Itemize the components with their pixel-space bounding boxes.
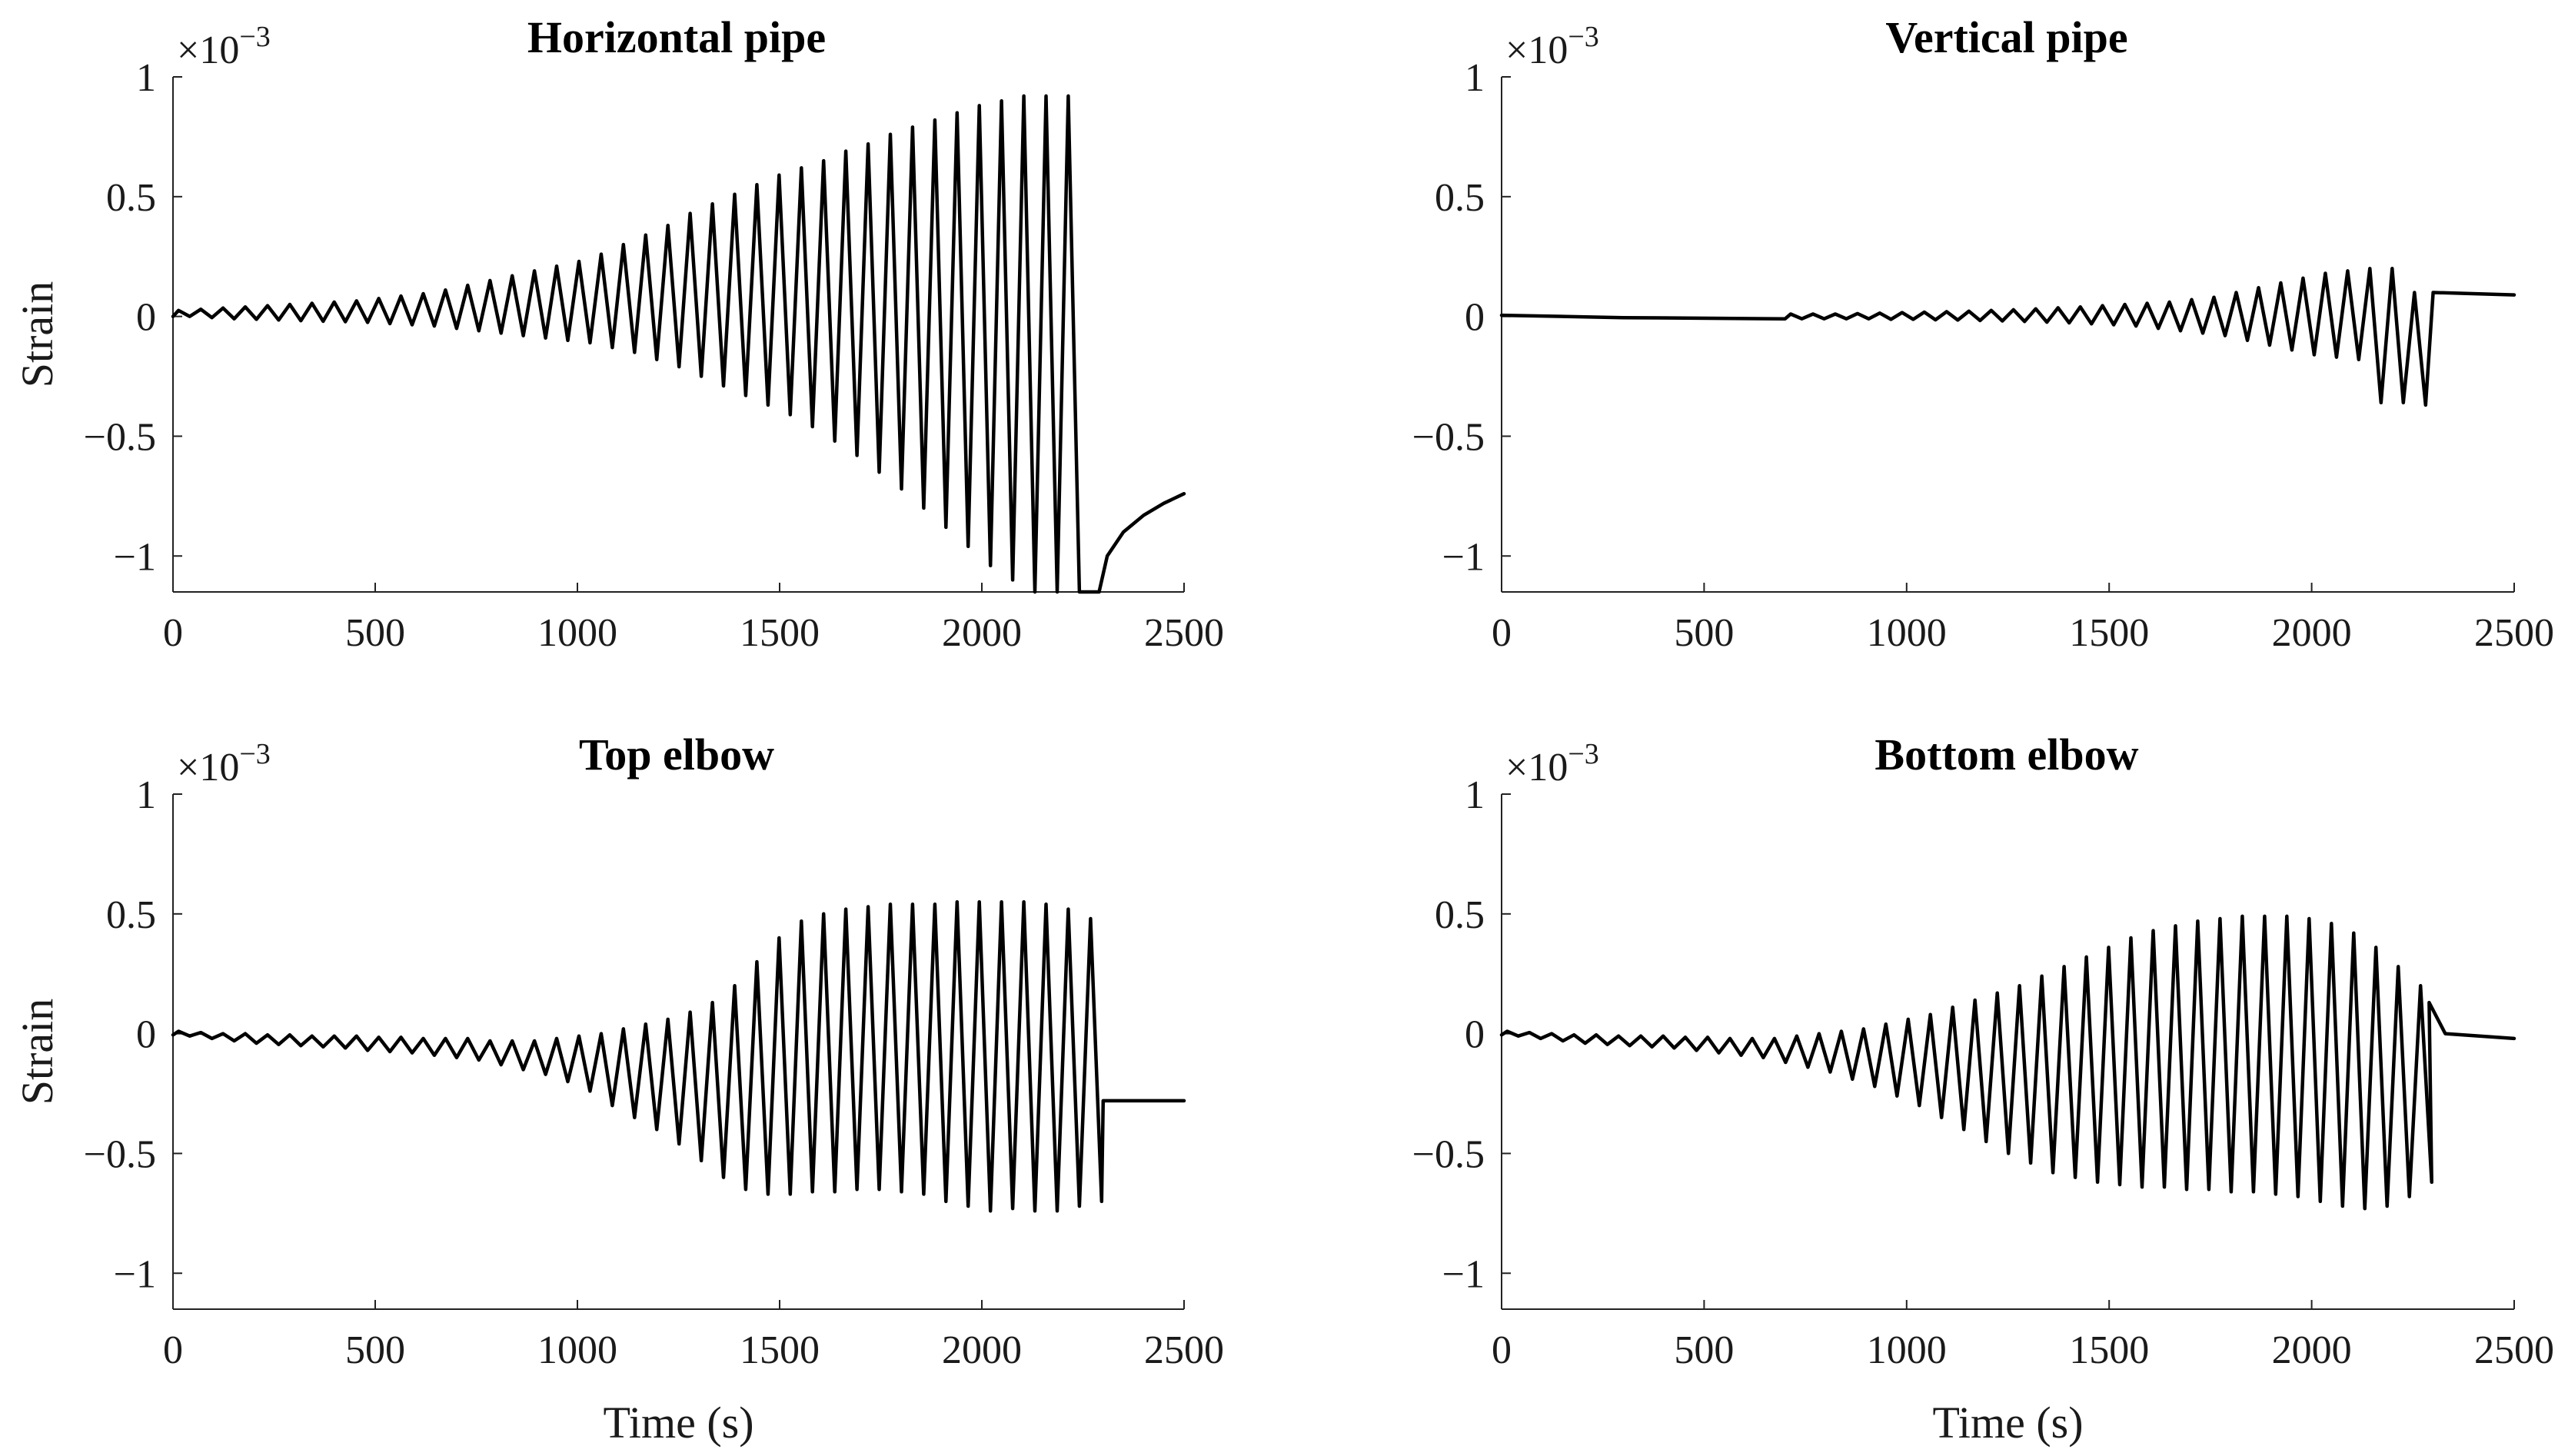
y-tick-label: 1 [136,56,156,100]
panel-title: Top elbow [579,730,774,780]
y-tick-label: −1 [114,1252,156,1296]
x-tick-label: 2500 [1144,611,1224,655]
x-tick-label: 1500 [2069,1328,2149,1372]
x-tick-label: 0 [163,1328,183,1372]
scale-factor: ×10−3 [177,738,271,789]
y-axis-label: Strain [12,999,62,1105]
x-tick-label: 1500 [740,1328,820,1372]
y-tick-label: 1 [136,773,156,817]
y-tick-label: −0.5 [84,1132,156,1176]
y-tick-label: 0 [1465,296,1485,340]
x-tick-label: 1000 [537,611,617,655]
scale-exponent: −3 [1568,738,1598,770]
scale-exponent: −3 [1568,21,1598,53]
x-tick-label: 1500 [740,611,820,655]
strain-series-line [1499,267,2516,407]
x-tick-label: 1000 [537,1328,617,1372]
x-tick-label: 2000 [2272,611,2352,655]
x-tick-label: 0 [1492,611,1512,655]
y-tick-label: −0.5 [1412,415,1485,459]
scale-exponent: −3 [239,21,270,53]
x-tick-label: 500 [345,611,405,655]
y-tick-label: 0.5 [1435,176,1485,220]
x-tick-label: 0 [1492,1328,1512,1372]
y-tick-label: 0 [1465,1013,1485,1057]
y-tick-label: 0.5 [106,893,156,937]
y-tick-label: −1 [114,535,156,579]
y-tick-label: 1 [1465,773,1485,817]
x-tick-label: 2500 [1144,1328,1224,1372]
x-tick-label: 0 [163,611,183,655]
panel-title: Bottom elbow [1874,730,2138,780]
strain-series-line [171,899,1186,1213]
y-tick-label: 0 [136,1013,156,1057]
y-tick-label: −1 [1442,535,1485,579]
y-tick-label: −1 [1442,1252,1485,1296]
panel-1: 0 500 1000 1500 2000 2500 −1 −0.5 0 0.5 1 ×10−3 Vert… [1412,12,2554,655]
scale-exponent: −3 [239,738,270,770]
x-tick-label: 500 [1674,1328,1734,1372]
panel-title: Horizontal pipe [527,12,826,62]
y-tick-label: 0 [136,296,156,340]
y-tick-label: 0.5 [1435,893,1485,937]
strain-series-line [171,94,1186,594]
panel-0: 0 500 1000 1500 2000 2500 −1 −0.5 0 0.5 1 ×10−3 Hori… [12,12,1224,655]
panel-title: Vertical pipe [1885,12,2127,62]
x-tick-label: 500 [345,1328,405,1372]
x-tick-label: 2500 [2474,1328,2554,1372]
y-tick-label: 0.5 [106,176,156,220]
y-tick-label: 1 [1465,56,1485,100]
y-tick-label: −0.5 [84,415,156,459]
panel-3: 0 500 1000 1500 2000 2500 −1 −0.5 0 0.5 1 ×10−3 Bott… [1412,730,2554,1448]
x-tick-label: 2000 [2272,1328,2352,1372]
x-tick-label: 1000 [1867,1328,1947,1372]
scale-factor: ×10−3 [1505,21,1599,72]
x-tick-label: 2500 [2474,611,2554,655]
x-tick-label: 2000 [942,611,1022,655]
scale-factor: ×10−3 [177,21,271,72]
y-axis-label: Strain [12,281,62,388]
x-tick-label: 500 [1674,611,1734,655]
strain-series-line [1499,914,2516,1211]
panel-2: 0 500 1000 1500 2000 2500 −1 −0.5 0 0.5 1 ×10−3 Top … [12,730,1224,1448]
scale-factor: ×10−3 [1505,738,1599,789]
x-tick-label: 2000 [942,1328,1022,1372]
y-tick-label: −0.5 [1412,1132,1485,1176]
x-tick-label: 1000 [1867,611,1947,655]
x-axis-label: Time (s) [603,1398,753,1448]
x-axis-label: Time (s) [1932,1398,2083,1448]
x-tick-label: 1500 [2069,611,2149,655]
